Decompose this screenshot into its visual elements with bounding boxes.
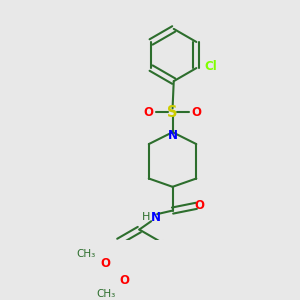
Text: O: O [195,199,205,212]
Text: CH₃: CH₃ [76,249,95,259]
Text: O: O [191,106,201,118]
Text: H: H [142,212,150,221]
Text: N: N [151,211,160,224]
Text: O: O [119,274,129,287]
Text: CH₃: CH₃ [96,289,116,299]
Text: O: O [144,106,154,118]
Text: S: S [167,104,178,119]
Text: Cl: Cl [205,60,218,74]
Text: O: O [101,257,111,271]
Text: N: N [168,129,178,142]
